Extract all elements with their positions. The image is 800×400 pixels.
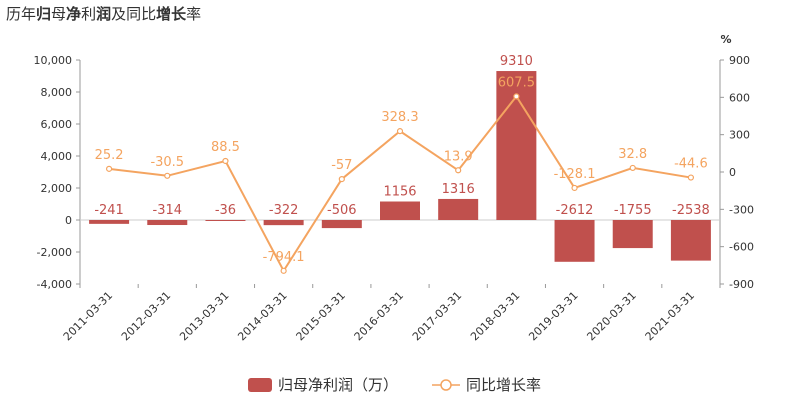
title-part: 增长 [156,5,187,23]
line-label: 13.9 [444,149,473,164]
title-part: 及同比 [111,5,157,23]
bar-label: 1316 [442,182,475,197]
line-point [629,164,636,172]
line-point [105,165,113,172]
x-tick-label: 2011-03-31 [61,289,115,343]
bar-label: 1156 [383,185,416,200]
bar [554,220,595,262]
line-point [455,167,462,174]
x-tick-label: 2014-03-31 [235,289,289,343]
line-point [396,128,404,135]
y-left-tick-label: 0 [65,214,72,227]
x-tick-label: 2019-03-31 [526,289,580,343]
bar-label: -2538 [672,203,710,218]
bar-label: -506 [327,203,357,218]
line-point [222,157,229,165]
line-label: -57 [331,158,352,173]
bar-label: -1755 [614,203,652,218]
y-right-tick-label: 900 [729,54,750,67]
legend-bar-swatch [248,378,272,392]
bar [438,198,479,220]
y-left-tick-label: 8,000 [41,86,73,99]
title-part: 率 [186,5,202,23]
line-label: 607.5 [498,75,535,90]
bar-label: -314 [153,203,183,218]
bar-label: -322 [269,203,299,218]
x-tick-label: 2018-03-31 [468,289,522,343]
y-right-tick-label: -900 [729,278,754,291]
y-right-tick-label: -300 [729,203,754,216]
line-label: -30.5 [150,155,184,170]
title-part: 净 [66,5,82,23]
bar [89,220,130,224]
y-right-tick-label: 300 [729,129,750,142]
title-part: 润 [96,5,112,23]
y-right-unit: % [720,33,731,46]
bar-label: -36 [215,203,236,218]
title-part: 利 [81,5,97,23]
line-label: 32.8 [618,147,647,162]
x-tick-label: 2021-03-31 [643,289,697,343]
line-label: -128.1 [554,167,596,182]
y-left-tick-label: 2,000 [41,182,73,195]
y-left-tick-label: -4,000 [37,278,72,291]
line-label: -794.1 [263,250,305,265]
y-left-tick-label: 6,000 [41,118,73,131]
line-label: 88.5 [211,140,240,155]
y-right-tick-label: 600 [729,91,750,104]
bar [147,220,188,226]
y-left-tick-label: 4,000 [41,150,73,163]
x-tick-label: 2016-03-31 [352,289,406,343]
line-label: 328.3 [381,110,418,125]
bar [612,220,653,249]
x-tick-label: 2020-03-31 [584,289,638,343]
x-tick-label: 2013-03-31 [177,289,231,343]
bar [380,201,420,220]
bar [263,220,304,226]
title-part: 母 [51,5,67,23]
bar-label: -241 [94,203,124,218]
line-point [513,93,520,100]
y-left-tick-label: 10,000 [34,54,73,67]
line-label: 25.2 [95,148,124,163]
line-point [280,267,287,274]
legend-line-label: 同比增长率 [466,376,541,394]
legend-bar-label: 归母净利润（万） [278,376,398,394]
x-tick-label: 2015-03-31 [294,289,348,343]
x-tick-label: 2012-03-31 [119,289,173,343]
line-point [164,172,171,179]
bar [205,220,246,221]
x-tick-label: 2017-03-31 [410,289,464,343]
line-point [338,175,345,183]
title-part: 历年 [6,5,37,23]
chart-title: 历年归母净利润及同比增长率 [6,3,201,24]
y-right-tick-label: -600 [729,241,754,254]
bar-label: -2612 [556,203,594,218]
bar [321,220,362,229]
line-point [571,184,578,192]
y-left-tick-label: -2,000 [37,246,72,259]
line-point [687,174,695,181]
legend-line-marker [440,379,452,391]
title-part: 归 [36,5,52,23]
bar-label: 9310 [500,54,533,69]
y-right-tick-label: 0 [729,166,736,179]
bar [670,220,711,261]
line-label: -44.6 [674,157,708,172]
